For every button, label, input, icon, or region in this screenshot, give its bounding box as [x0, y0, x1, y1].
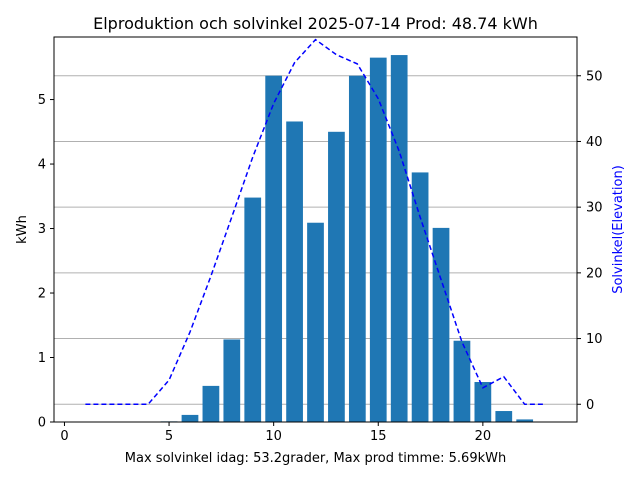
x-tick-label: 20 — [475, 429, 492, 444]
y2-tick-label: 20 — [586, 266, 603, 281]
bar — [286, 121, 303, 422]
bar — [432, 227, 450, 422]
x-axis-label: Max solvinkel idag: 53.2grader, Max prod… — [125, 451, 506, 466]
bar — [411, 172, 429, 422]
y-tick-label: 5 — [38, 93, 46, 108]
bar — [181, 414, 199, 422]
chart-title: Elproduktion och solvinkel 2025-07-14 Pr… — [93, 14, 538, 33]
y2-tick-label: 0 — [586, 398, 594, 413]
y-tick-label: 2 — [38, 287, 46, 302]
bar — [223, 339, 241, 422]
y-axis-label: kWh — [15, 215, 30, 244]
bar — [369, 57, 387, 423]
bar — [265, 75, 283, 422]
y2-tick-label: 10 — [586, 332, 603, 347]
y-tick-label: 3 — [38, 222, 46, 237]
y2-tick-label: 40 — [586, 135, 603, 150]
plot-frame — [53, 36, 578, 423]
bar — [348, 75, 366, 422]
bar — [495, 411, 513, 422]
bar — [202, 385, 220, 422]
elevation-line — [85, 38, 546, 406]
x-tick-label: 15 — [370, 429, 387, 444]
x-tick-label: 10 — [265, 429, 282, 444]
line-layer — [85, 38, 546, 406]
bar — [453, 340, 471, 422]
bar — [307, 222, 324, 422]
y2-tick-label: 50 — [586, 69, 603, 84]
y-tick-label: 0 — [38, 416, 46, 431]
bar — [328, 131, 345, 422]
bar — [244, 197, 262, 422]
bar — [516, 419, 534, 422]
bar — [474, 382, 492, 422]
x-tick-label: 5 — [165, 429, 173, 444]
y-tick-label: 1 — [38, 351, 46, 366]
x-tick-label: 0 — [60, 429, 68, 444]
y2-tick-label: 30 — [586, 201, 603, 216]
bars-layer — [160, 55, 534, 423]
y-tick-label: 4 — [38, 158, 46, 173]
bar — [390, 55, 408, 423]
y2-axis-label: Solvinkel(Elevation) — [611, 165, 626, 294]
